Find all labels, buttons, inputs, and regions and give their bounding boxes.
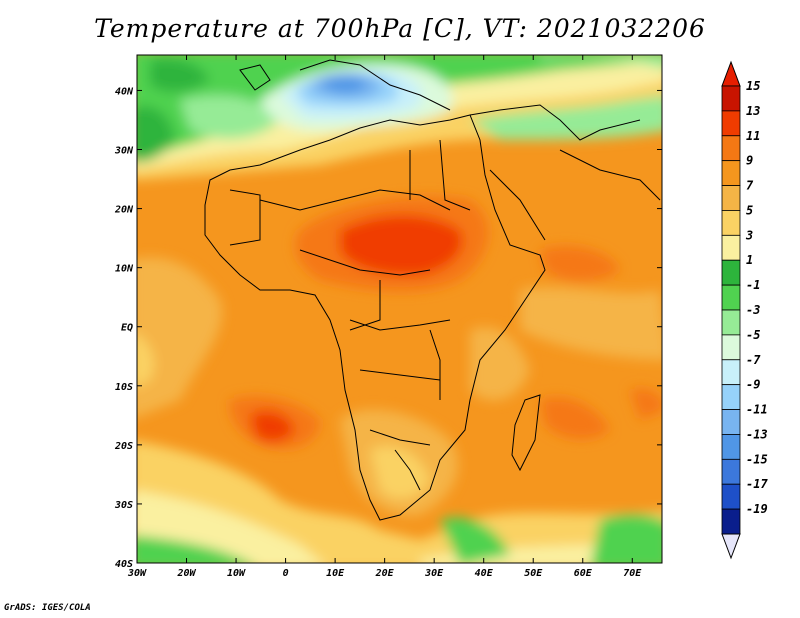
lon-tick-label: 0 [283, 568, 289, 579]
colorbar-swatch [721, 334, 741, 361]
colorbar-label: 13 [746, 104, 760, 118]
lon-tick-label: 70E [623, 568, 642, 579]
lat-tick-label: 30S [114, 500, 133, 511]
colorbar-label: -9 [746, 378, 760, 392]
colorbar-swatch [721, 210, 741, 236]
colorbar-swatch [721, 384, 741, 410]
colorbar-label: 15 [746, 79, 760, 93]
lon-tick-label: 30W [127, 568, 147, 579]
lon-tick-label: 30E [424, 568, 444, 579]
temperature-field [137, 55, 662, 563]
lon-tick-label: 20E [375, 568, 395, 579]
colorbar-swatch [721, 259, 741, 286]
colorbar-swatch [721, 135, 741, 162]
lon-tick-label: 60E [574, 568, 593, 579]
colorbar-swatch [721, 409, 741, 435]
colorbar: 15 13 11 9 7 5 3 1 -1 -3 -5 -7 -9 -11 -13 -15 -17 -19 [721, 60, 768, 560]
colorbar-label: -11 [746, 403, 768, 417]
colorbar-swatch [721, 284, 741, 311]
colorbar-swatch [721, 234, 741, 261]
colorbar-label: -19 [746, 502, 768, 516]
lat-tick-label: 30N [114, 146, 134, 157]
colorbar-swatch [721, 110, 741, 137]
colorbar-label: -13 [746, 427, 768, 441]
colorbar-swatch [721, 309, 741, 336]
lat-tick-label: EQ [121, 323, 133, 334]
colorbar-swatch [721, 85, 741, 112]
map-frame [136, 54, 663, 564]
colorbar-swatch [721, 185, 741, 211]
lon-tick-label: 50E [524, 568, 543, 579]
lat-tick-label: 10N [115, 264, 134, 275]
colorbar-top-arrow [721, 60, 741, 87]
lat-tick-label: 40N [115, 86, 134, 97]
coastlines [204, 59, 661, 521]
colorbar-label: 9 [746, 154, 753, 168]
colorbar-label: -15 [746, 452, 768, 466]
colorbar-swatch [721, 483, 741, 510]
lon-tick-label: 10W [227, 568, 246, 579]
colorbar-swatch [721, 458, 741, 485]
axis-ticks: 30W 20W 10W 0 10E 20E 30E 40E 50E 60E 70E 40N 30N 20N… [114, 55, 662, 579]
colorbar-label: 11 [746, 129, 760, 143]
lat-tick-label: 20S [114, 441, 133, 452]
colorbar-label: -17 [746, 477, 768, 491]
lon-tick-label: 20W [176, 568, 196, 579]
lon-tick-label: 40E [475, 568, 494, 579]
colorbar-label: -1 [746, 278, 760, 292]
grads-credit: GrADS: IGES/COLA [4, 603, 91, 613]
lat-tick-label: 40S [115, 559, 133, 570]
colorbar-label: -5 [746, 328, 760, 342]
colorbar-label: 3 [745, 228, 753, 242]
lon-tick-label: 10E [326, 568, 345, 579]
colorbar-swatch [721, 160, 741, 186]
lat-tick-label: 20N [114, 205, 134, 216]
colorbar-label: 7 [746, 179, 754, 193]
colorbar-label: -3 [746, 303, 760, 317]
colorbar-bottom-arrow [721, 533, 741, 560]
colorbar-label: 1 [746, 253, 753, 267]
colorbar-swatch [721, 434, 741, 460]
colorbar-swatch [721, 359, 741, 386]
chart-title: Temperature at 700hPa [C], VT: 202103220… [94, 14, 706, 43]
colorbar-label: -7 [746, 353, 761, 367]
colorbar-swatch [721, 508, 741, 535]
colorbar-label: 5 [746, 203, 753, 217]
lat-tick-label: 10S [115, 382, 133, 393]
